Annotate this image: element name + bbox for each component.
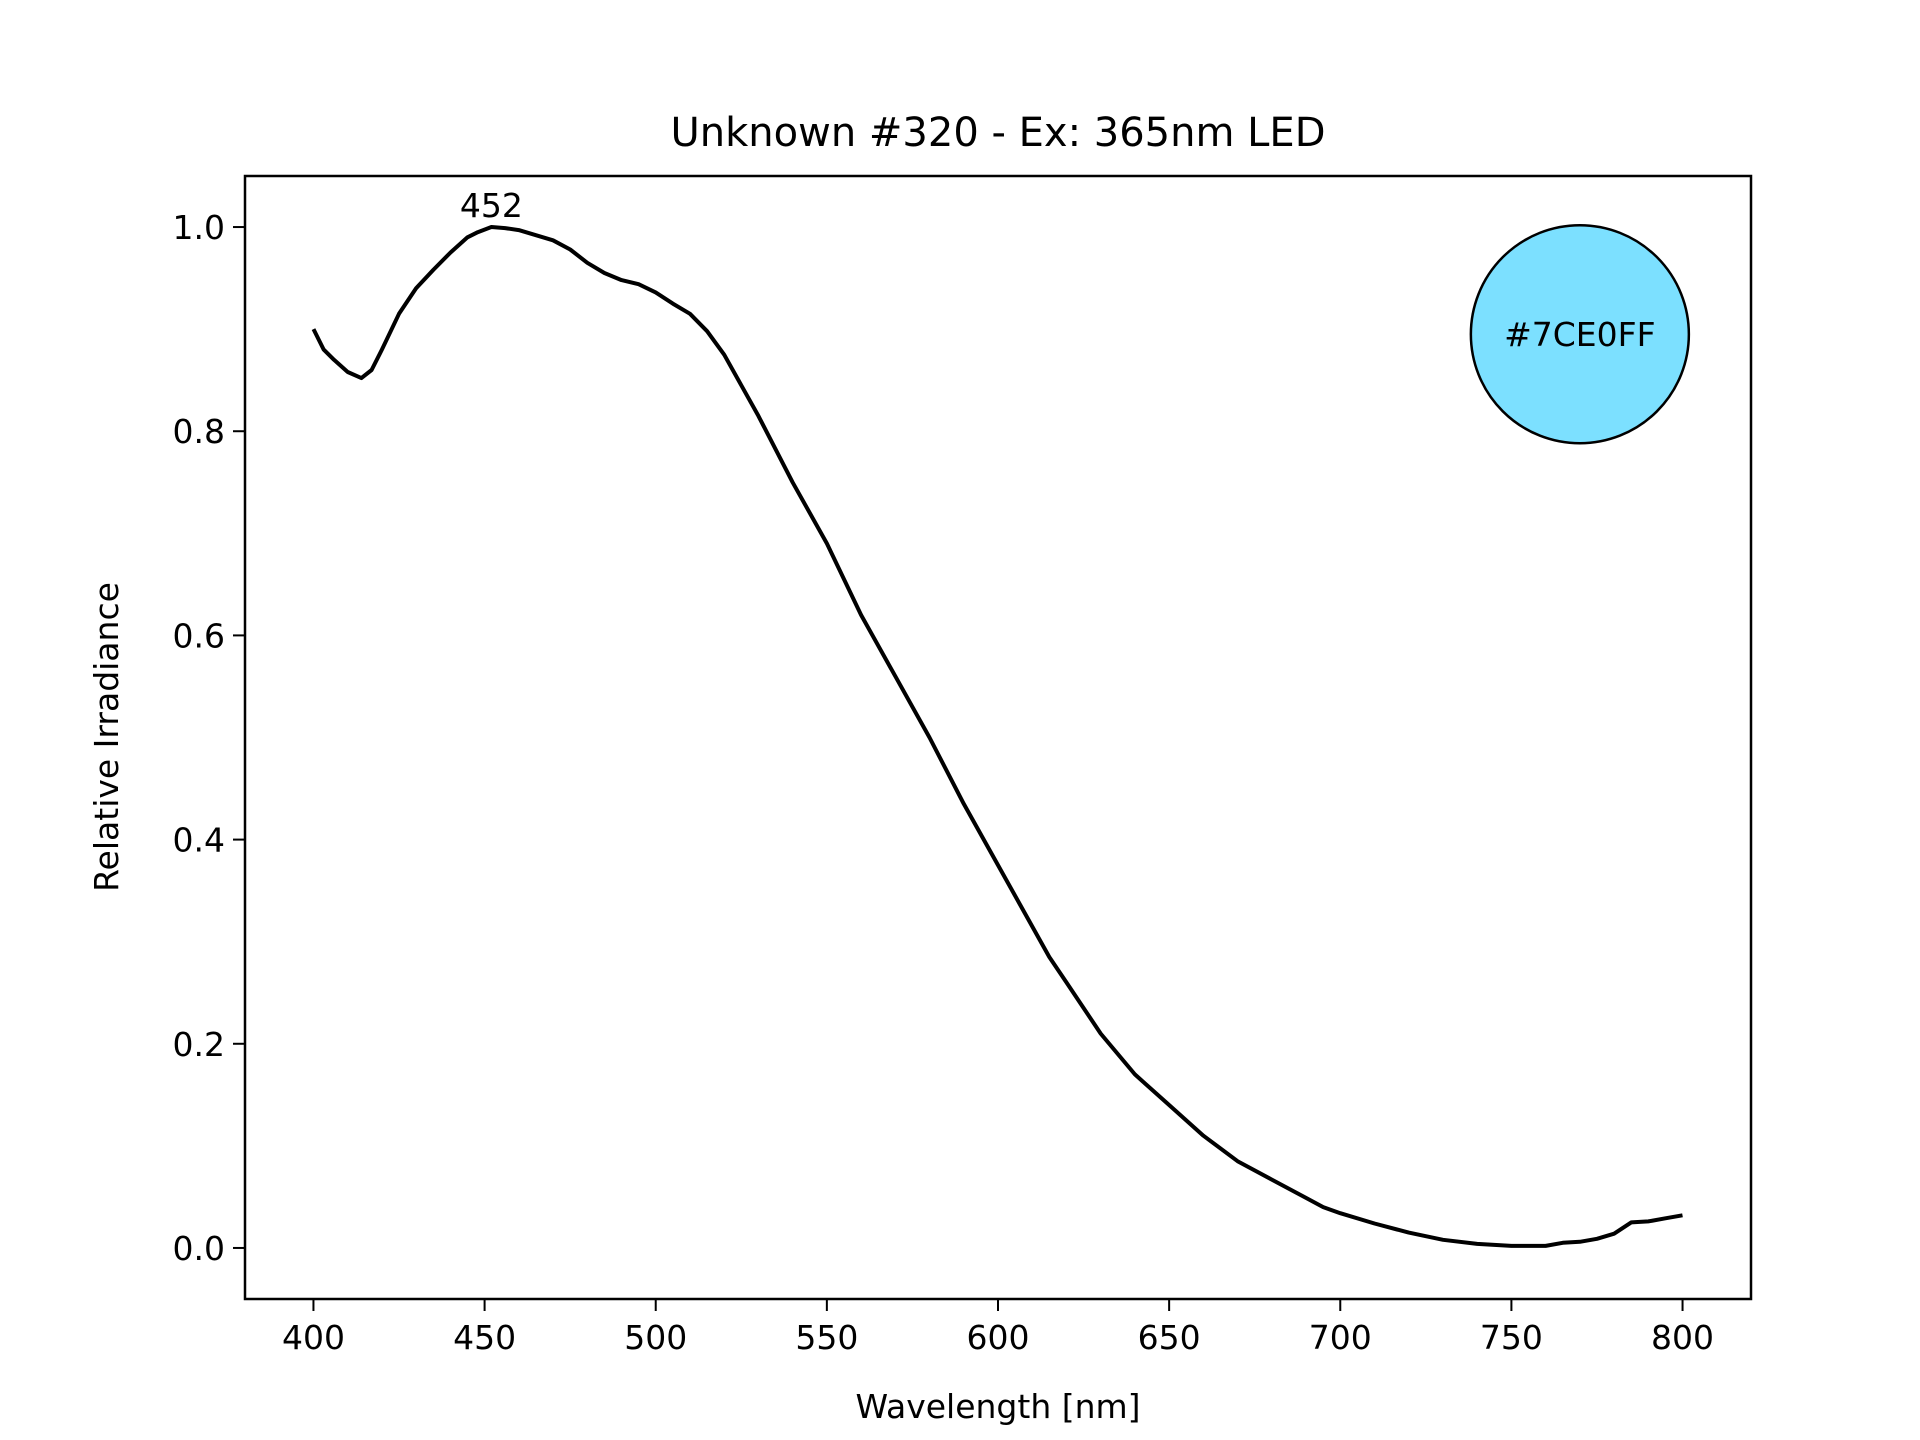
x-tick-label: 400 [282,1318,345,1357]
x-axis-label: Wavelength [nm] [855,1387,1140,1426]
x-tick-label: 500 [624,1318,687,1357]
chart-title: Unknown #320 - Ex: 365nm LED [671,110,1326,156]
y-tick-label: 0.6 [173,616,225,655]
y-tick-label: 1.0 [173,208,225,247]
x-tick-label: 750 [1480,1318,1543,1357]
x-tick-label: 450 [453,1318,516,1357]
x-tick-label: 700 [1309,1318,1372,1357]
y-tick-label: 0.2 [173,1025,225,1064]
y-axis: 0.0 0.2 0.4 0.6 0.8 1.0 [173,208,245,1268]
peak-annotation: 452 [460,186,523,225]
x-tick-label: 550 [795,1318,858,1357]
x-tick-label: 650 [1138,1318,1201,1357]
x-tick-label: 600 [967,1318,1030,1357]
color-swatch-label: #7CE0FF [1504,315,1656,354]
color-swatch-circle [1469,223,1691,445]
y-axis-label: Relative Irradiance [87,582,126,892]
y-tick-label: 0.0 [173,1229,225,1268]
y-tick-label: 0.8 [173,412,225,451]
spectrum-line [311,225,1683,1248]
x-tick-label: 800 [1651,1318,1714,1357]
x-axis: 400 450 500 550 600 650 700 750 800 [282,1299,1714,1357]
y-tick-label: 0.4 [173,821,225,860]
